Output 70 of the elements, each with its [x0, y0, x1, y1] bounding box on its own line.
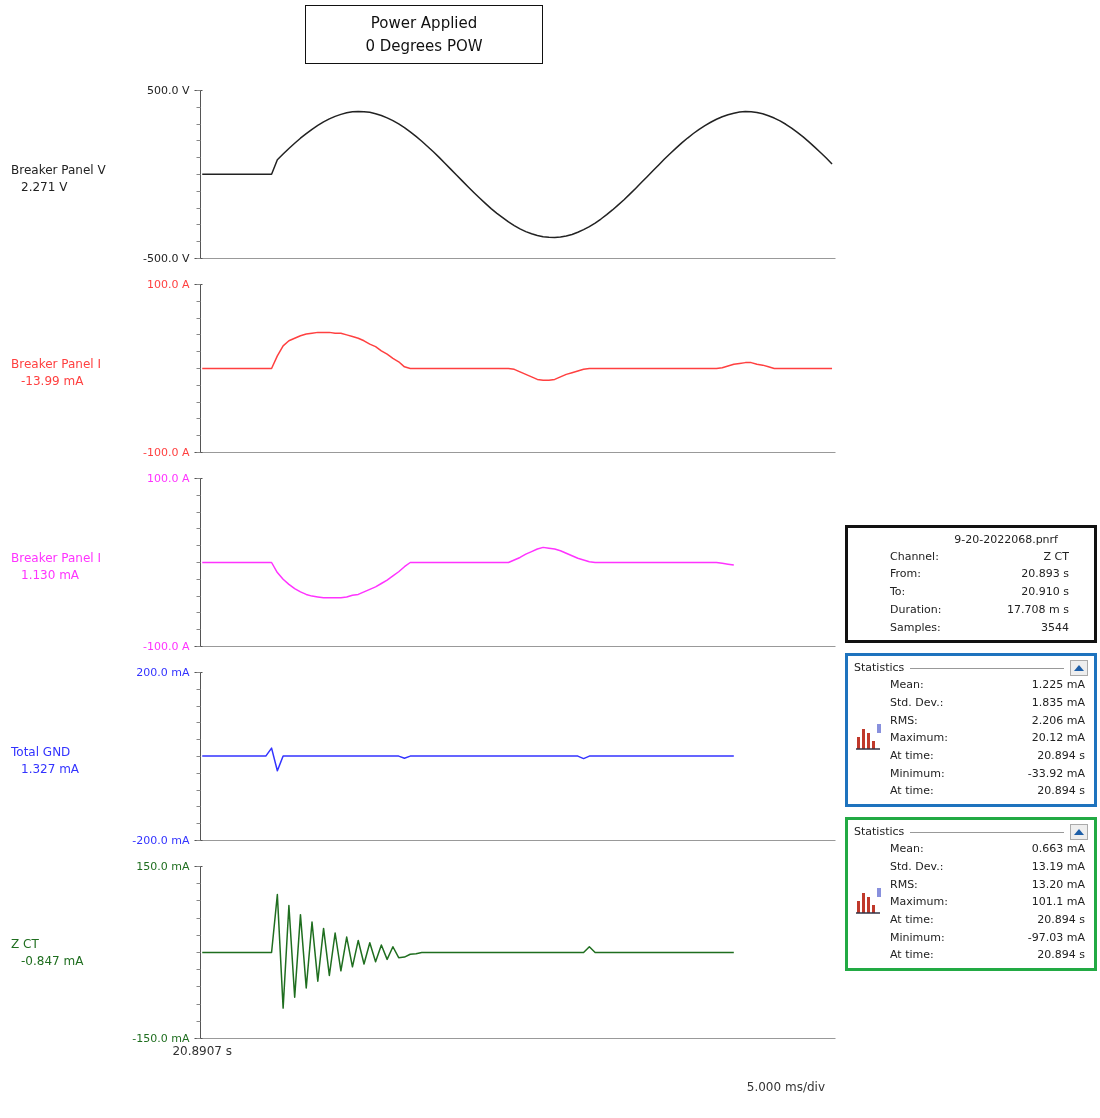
line-series	[201, 893, 735, 1009]
text: -13.99 mA	[20, 373, 85, 390]
text: At time:	[890, 783, 935, 800]
text: From:	[890, 566, 922, 583]
text: Maximum:	[890, 730, 949, 747]
text: -33.92 mA	[1026, 765, 1086, 782]
y-tick-label: 200.0 mA	[136, 666, 190, 679]
text: 2.271 V	[20, 179, 69, 196]
text: 20.910 s	[1020, 584, 1070, 601]
text: Mean:	[890, 677, 925, 694]
text: At time:	[890, 911, 935, 928]
y-tick-label: -500.0 V	[143, 252, 190, 265]
text: Statistics	[854, 660, 905, 677]
text: Channel:	[890, 548, 940, 565]
text: 20.894 s	[1036, 911, 1086, 928]
text: Minimum:	[890, 765, 946, 782]
text: Mean:	[890, 841, 925, 858]
y-tick-label: -100.0 A	[143, 640, 190, 653]
text: Std. Dev.:	[890, 694, 945, 711]
text: At time:	[890, 748, 935, 765]
text: 9-20-2022068.pnrf	[953, 532, 1059, 548]
y-tick-label: 100.0 A	[146, 278, 190, 291]
text: Samples:	[890, 619, 942, 636]
text: 13.20 mA	[1030, 876, 1086, 893]
text: -97.03 mA	[1026, 929, 1086, 946]
text: Z CT	[1042, 548, 1070, 565]
text: 3544	[1040, 619, 1070, 636]
text: Minimum:	[890, 929, 946, 946]
text: 2.206 mA	[1030, 712, 1086, 729]
text: 17.708 m s	[1006, 601, 1070, 618]
y-tick-label: -200.0 mA	[132, 834, 190, 847]
y-tick-label: 500.0 V	[146, 84, 190, 97]
text: 20.894 s	[1036, 947, 1086, 964]
line-series	[201, 747, 735, 772]
text: -0.847 mA	[20, 953, 84, 970]
text: 13.19 mA	[1030, 858, 1086, 875]
text: 20.894 s	[1036, 748, 1086, 765]
line-series	[201, 110, 833, 239]
text: Duration:	[890, 601, 943, 618]
text: 20.894 s	[1036, 783, 1086, 800]
text: Breaker Panel V	[11, 161, 106, 179]
chart-title: Power Applied	[369, 13, 479, 34]
text: RMS:	[890, 712, 919, 729]
text: Std. Dev.:	[890, 858, 945, 875]
y-tick-label: 100.0 A	[146, 472, 190, 485]
text: Breaker Panel I	[11, 355, 102, 373]
text: 1.130 mA	[20, 567, 81, 584]
line-series	[201, 331, 833, 382]
text: Breaker Panel I	[11, 549, 102, 567]
text: Z CT	[11, 935, 40, 953]
text: 101.1 mA	[1030, 894, 1086, 911]
text: Maximum:	[890, 894, 949, 911]
text: 1.835 mA	[1030, 694, 1086, 711]
x-tick-label: 20.8907 s	[172, 1043, 233, 1058]
text: Total GND	[11, 743, 72, 761]
chart-subtitle: 0 Degrees POW	[364, 35, 484, 57]
line-series	[201, 546, 735, 599]
text: RMS:	[890, 876, 919, 893]
y-tick-label: -150.0 mA	[132, 1032, 190, 1045]
text: At time:	[890, 947, 935, 964]
text: 20.12 mA	[1030, 730, 1086, 747]
text: 0.663 mA	[1030, 841, 1086, 858]
text: To:	[890, 584, 907, 601]
text: 1.327 mA	[20, 761, 80, 778]
y-tick-label: -100.0 A	[143, 446, 190, 459]
text: 5.000 ms/div	[745, 1079, 825, 1096]
text: 20.893 s	[1020, 566, 1070, 583]
y-tick-label: 150.0 mA	[136, 860, 190, 873]
text: Statistics	[854, 824, 905, 840]
text: 1.225 mA	[1030, 677, 1086, 694]
